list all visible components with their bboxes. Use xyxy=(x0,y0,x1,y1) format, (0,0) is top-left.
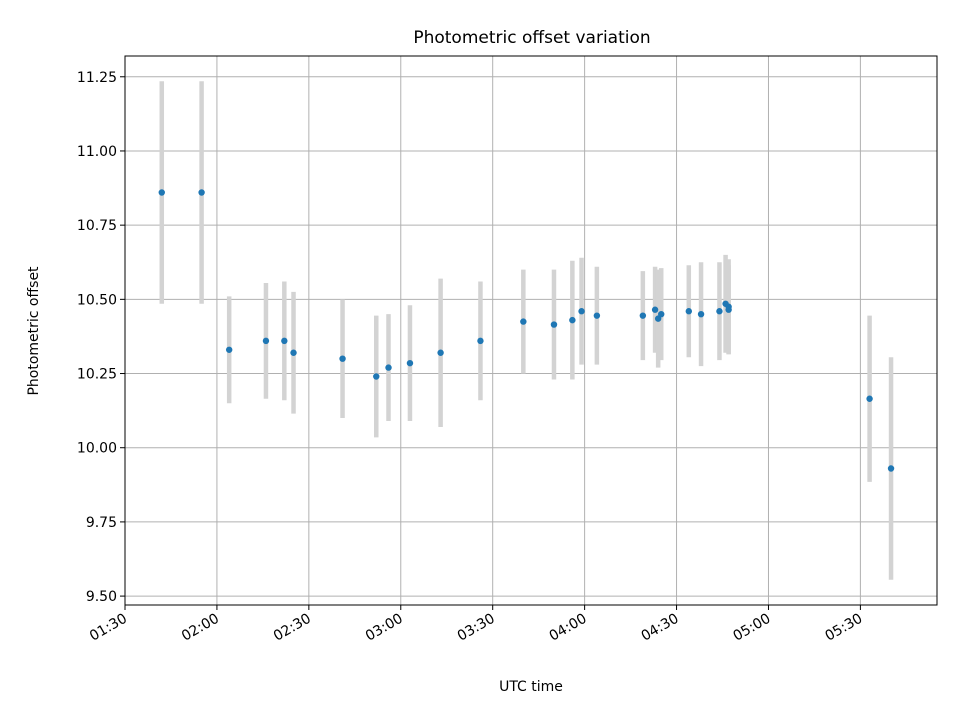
data-point xyxy=(593,312,601,319)
y-tick-label: 9.75 xyxy=(86,515,117,531)
data-point xyxy=(198,189,205,196)
data-point xyxy=(477,337,484,345)
data-point xyxy=(651,306,659,313)
data-point xyxy=(697,310,705,318)
data-point xyxy=(550,321,558,328)
y-tick-label: 10.75 xyxy=(77,218,117,234)
data-point xyxy=(569,316,576,324)
y-tick-label: 11.25 xyxy=(77,70,117,86)
y-tick-label: 10.50 xyxy=(77,292,117,308)
data-point xyxy=(262,337,270,345)
y-tick-label: 10.25 xyxy=(77,367,117,383)
y-tick-label: 10.00 xyxy=(77,441,117,457)
y-tick-label: 9.50 xyxy=(86,589,117,605)
x-axis-label: UTC time xyxy=(499,679,563,695)
data-point xyxy=(437,349,444,356)
y-tick-label: 11.00 xyxy=(77,144,117,160)
data-point xyxy=(290,349,297,356)
data-point xyxy=(225,346,233,353)
data-point xyxy=(281,337,288,345)
data-point xyxy=(639,312,647,319)
data-point xyxy=(406,359,414,367)
data-point xyxy=(339,355,346,362)
data-point xyxy=(685,308,693,315)
data-point xyxy=(385,364,392,371)
data-point xyxy=(158,189,165,196)
y-axis: 9.50 9.75 10.00 10.25 10.50 10.75 11.00 11.25 xyxy=(77,70,125,605)
data-point xyxy=(578,308,585,315)
data-point xyxy=(716,308,723,315)
data-point xyxy=(658,310,665,318)
chart-title: Photometric offset variation xyxy=(413,28,650,48)
data-point xyxy=(866,395,873,402)
data-point xyxy=(520,318,527,325)
data-point xyxy=(654,315,662,322)
data-point xyxy=(373,373,380,380)
y-axis-label: Photometric offset xyxy=(26,266,42,396)
plot-frame xyxy=(124,55,938,606)
grid-lines xyxy=(124,56,937,605)
data-points xyxy=(158,189,895,472)
data-point xyxy=(725,306,732,313)
data-point xyxy=(887,465,895,472)
